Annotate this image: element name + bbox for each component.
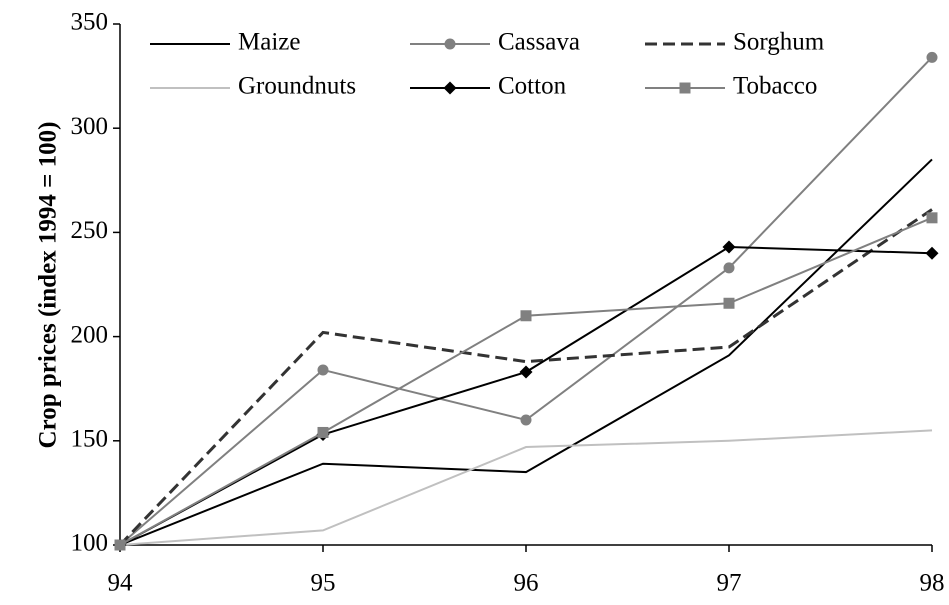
point-marker [925, 246, 939, 260]
point-marker [114, 539, 126, 551]
point-marker [926, 212, 938, 224]
x-tick-label: 96 [514, 570, 539, 597]
y-tick-label: 250 [71, 217, 109, 244]
legend-label: Tobacco [733, 73, 817, 100]
point-marker [520, 310, 532, 322]
point-marker [722, 240, 736, 254]
y-tick-label: 100 [71, 530, 109, 557]
point-marker [723, 262, 735, 274]
legend-label: Maize [238, 29, 300, 56]
y-tick-label: 150 [71, 426, 109, 453]
point-marker [723, 297, 735, 309]
x-tick-label: 97 [717, 570, 742, 597]
x-tick-label: 94 [108, 570, 134, 597]
x-tick-label: 95 [311, 570, 336, 597]
y-tick-label: 350 [71, 9, 109, 36]
y-tick-label: 300 [71, 113, 109, 140]
y-axis-label: Crop prices (index 1994 = 100) [35, 122, 62, 449]
legend-label: Cotton [498, 73, 567, 100]
legend-label: Cassava [498, 29, 580, 56]
point-marker [520, 414, 532, 426]
series-line [118, 208, 933, 547]
legend-label: Groundnuts [238, 73, 356, 100]
x-tick-label: 98 [920, 570, 945, 597]
legend-marker [679, 82, 691, 94]
legend-label: Sorghum [733, 29, 825, 56]
point-marker [317, 364, 329, 376]
legend-marker [444, 38, 456, 50]
series-line [119, 158, 933, 546]
point-marker [317, 426, 329, 438]
legend-marker [443, 81, 457, 95]
point-marker [926, 51, 938, 63]
y-tick-label: 200 [71, 321, 109, 348]
point-marker [519, 365, 533, 379]
series-line [119, 429, 933, 546]
